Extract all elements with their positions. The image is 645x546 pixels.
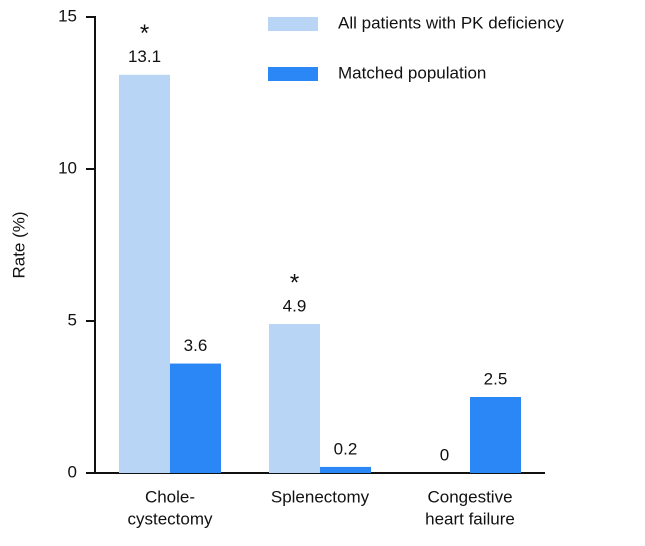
x-tick-label: cystectomy bbox=[127, 509, 213, 528]
value-label: 13.1 bbox=[128, 47, 161, 66]
x-tick-label: Splenectomy bbox=[271, 487, 370, 506]
value-label: 0.2 bbox=[334, 439, 358, 458]
x-tick-label: heart failure bbox=[425, 509, 515, 528]
value-label: 0 bbox=[440, 445, 449, 464]
y-axis-label: Rate (%) bbox=[9, 211, 28, 278]
y-tick-label: 15 bbox=[58, 6, 77, 25]
value-label: 2.5 bbox=[484, 369, 508, 388]
legend-label: Matched population bbox=[338, 63, 486, 82]
bar bbox=[170, 363, 221, 473]
legend-label: All patients with PK deficiency bbox=[338, 13, 564, 32]
y-tick-label: 0 bbox=[68, 462, 77, 481]
legend-swatch bbox=[268, 67, 318, 81]
x-tick-label: Chole- bbox=[145, 487, 195, 506]
y-tick-label: 5 bbox=[68, 310, 77, 329]
x-tick-label: Congestive bbox=[427, 487, 512, 506]
significance-marker: * bbox=[290, 269, 299, 296]
bar bbox=[470, 397, 521, 473]
legend-swatch bbox=[268, 17, 318, 31]
bar bbox=[320, 466, 371, 473]
significance-marker: * bbox=[140, 20, 149, 47]
bar bbox=[269, 324, 320, 473]
y-tick-label: 10 bbox=[58, 158, 77, 177]
bar bbox=[119, 74, 170, 473]
value-label: 4.9 bbox=[283, 297, 307, 316]
value-label: 3.6 bbox=[184, 336, 208, 355]
